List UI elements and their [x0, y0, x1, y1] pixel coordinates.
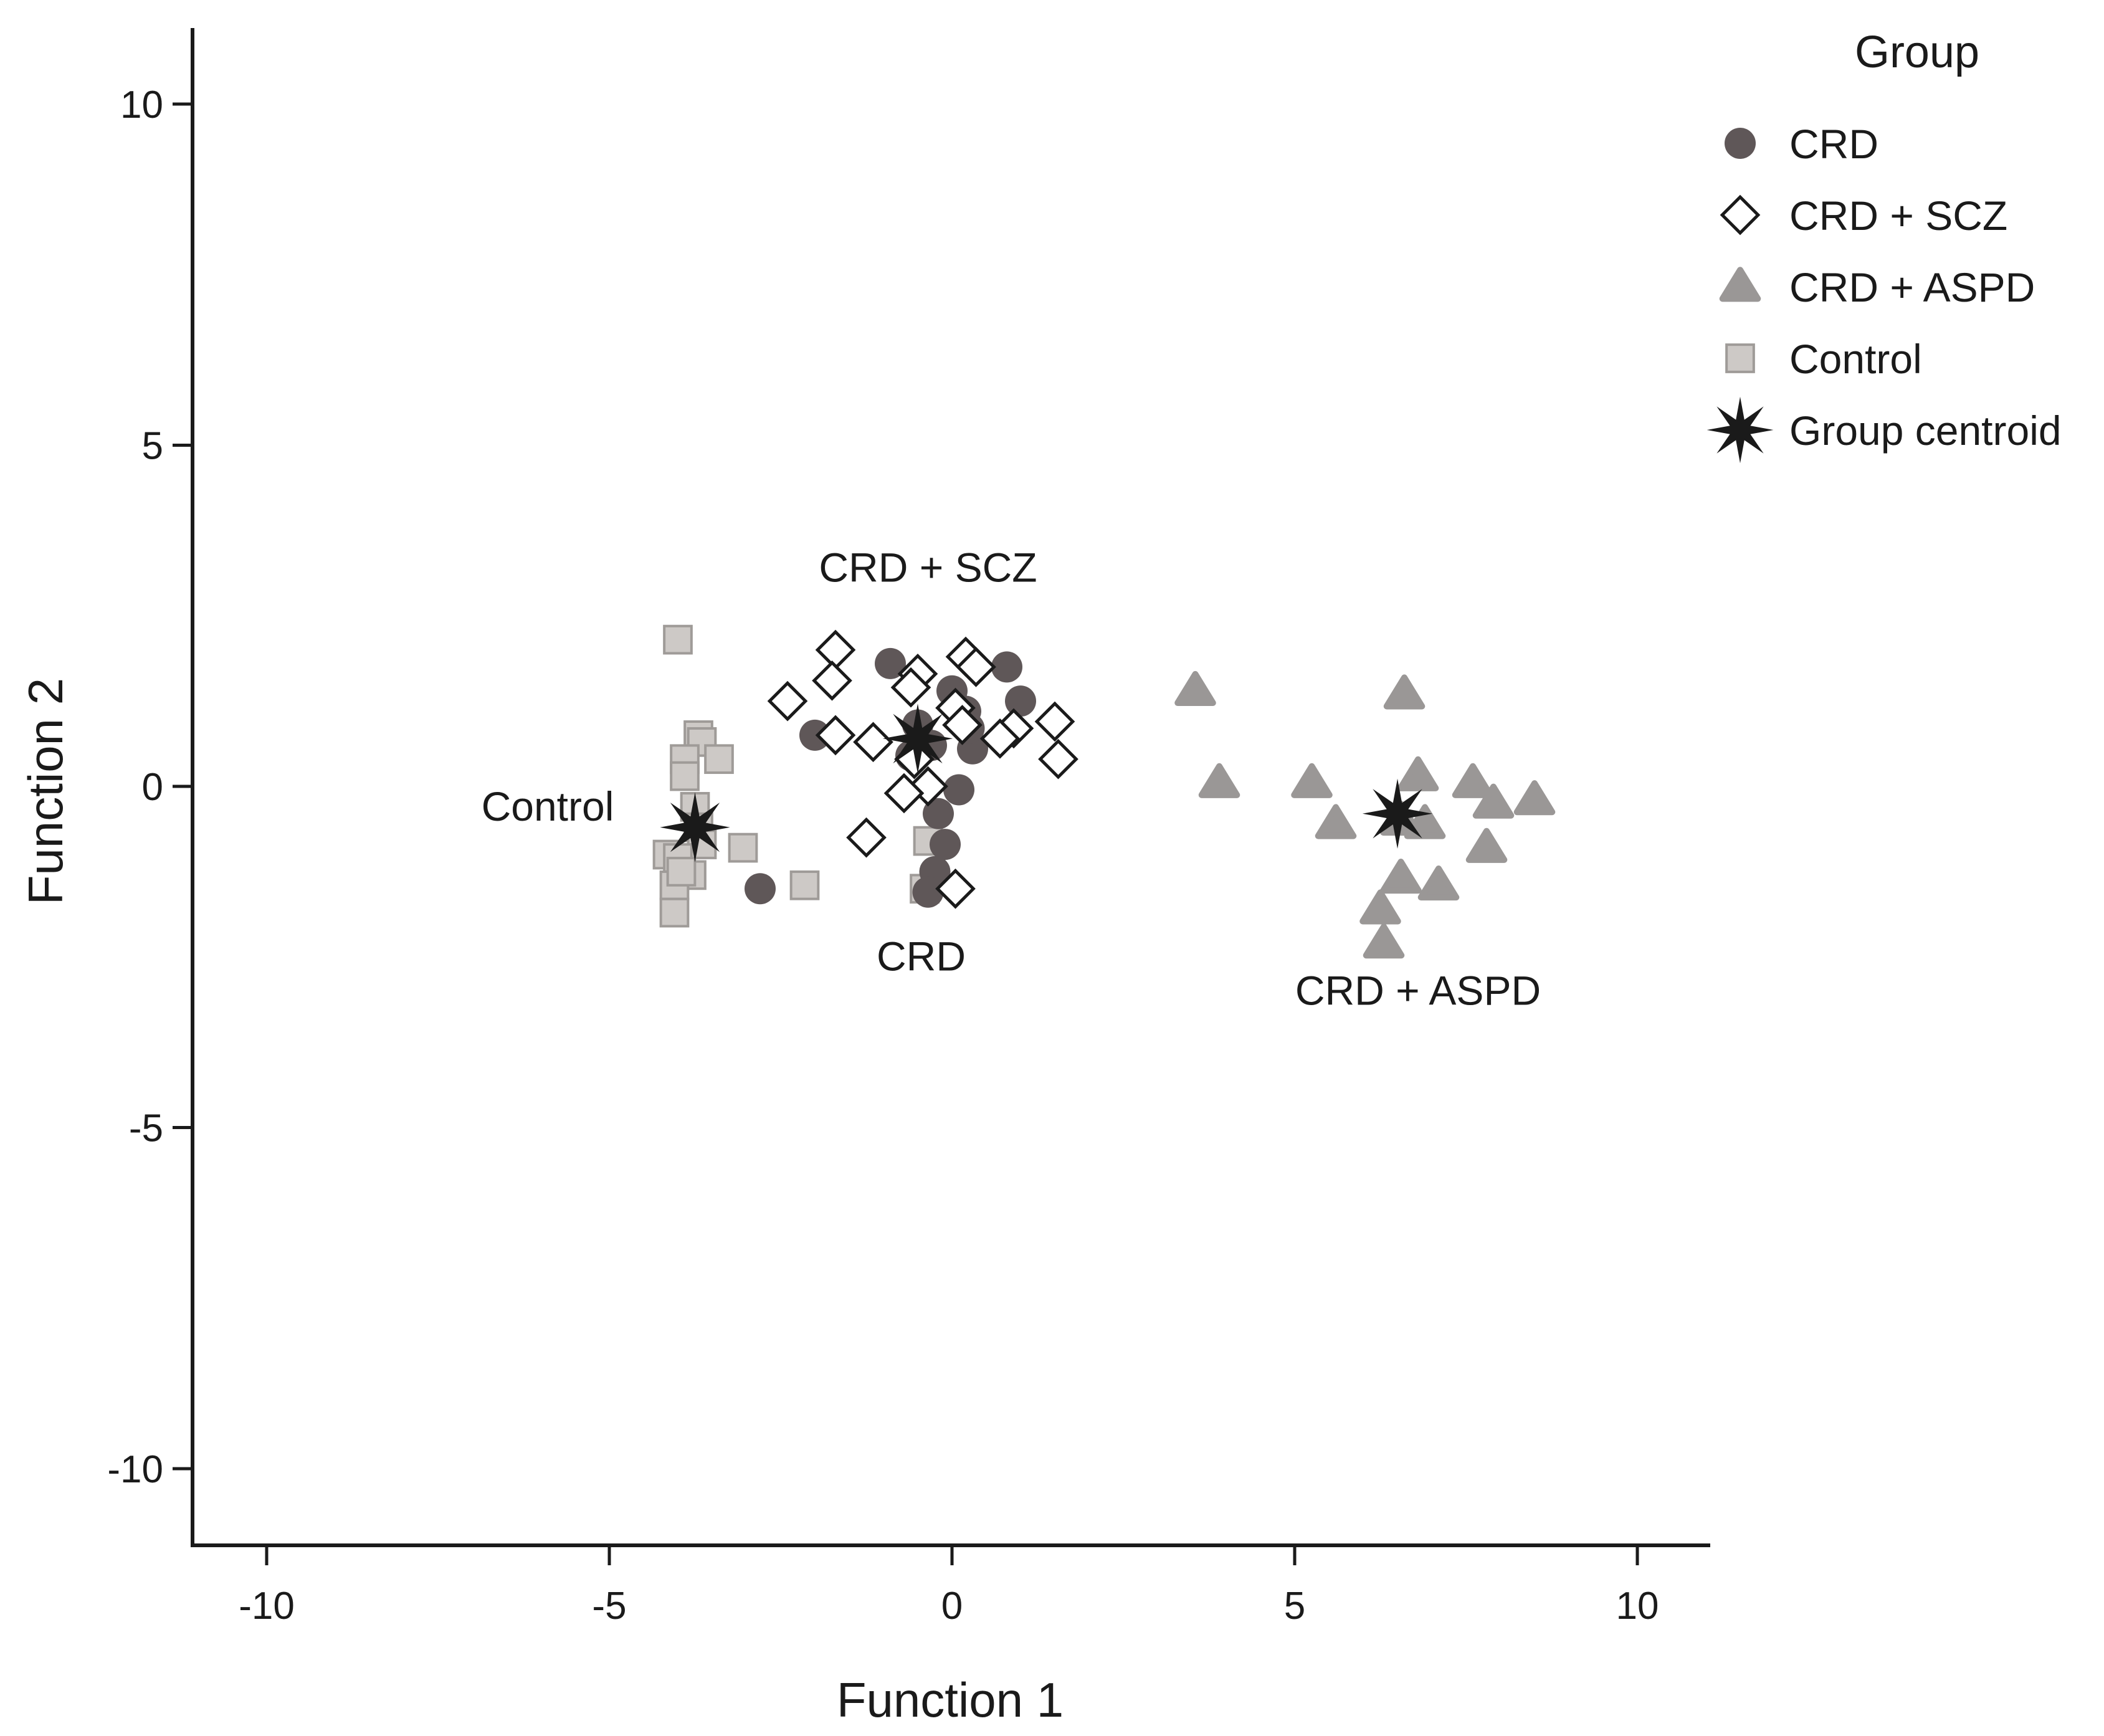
point-crd-scz: [883, 773, 925, 814]
point-crd: [799, 719, 831, 751]
legend-label: CRD: [1789, 121, 1878, 167]
point-control: [789, 870, 820, 900]
centroid-star-shape: [882, 703, 953, 774]
point-crd: [912, 876, 944, 908]
y-axis-title: Function 2: [18, 678, 73, 905]
point-crd-scz: [767, 680, 808, 722]
point-crd-aspd: [1291, 763, 1333, 798]
legend-label: CRD + SCZ: [1789, 193, 2007, 239]
series-crd-scz: [767, 629, 1078, 909]
point-crd-aspd: [1397, 756, 1439, 791]
point-crd-scz: [979, 718, 1021, 759]
legend-item-crd: CRD: [1725, 121, 1878, 167]
point-crd: [745, 873, 776, 905]
point-crd-scz: [935, 868, 976, 909]
x-tick-label: 0: [941, 1585, 963, 1628]
annotation-control: Control: [482, 783, 614, 829]
point-crd-aspd: [1452, 763, 1494, 798]
point-crd-scz: [942, 705, 983, 745]
annotation-crd-scz: CRD + SCZ: [819, 545, 1037, 591]
point-crd-scz: [815, 715, 856, 756]
y-tick-label: 5: [142, 425, 163, 468]
point-crd-scz: [1034, 701, 1075, 742]
point-control: [666, 857, 697, 887]
point-crd-aspd: [1380, 859, 1422, 894]
point-crd: [923, 798, 954, 829]
point-crd-aspd: [1315, 804, 1357, 839]
point-control: [704, 744, 734, 775]
point-crd-aspd: [1198, 763, 1240, 798]
annotation-crd: CRD: [877, 933, 966, 980]
point-crd-scz: [846, 817, 887, 858]
x-tick-label: 5: [1284, 1585, 1305, 1628]
point-crd: [1005, 685, 1036, 717]
point-crd-aspd: [1417, 865, 1460, 901]
point-group-centroid: [660, 792, 730, 862]
point-control: [659, 897, 690, 928]
legend-label: Control: [1789, 336, 1922, 382]
legend-item-control: Control: [1725, 336, 1922, 382]
point-crd-aspd: [1359, 889, 1401, 925]
point-crd-aspd: [1513, 780, 1556, 816]
point-crd-scz: [812, 660, 852, 701]
y-tick-label: 10: [120, 83, 163, 126]
point-crd: [930, 829, 961, 861]
point-crd-scz: [890, 667, 931, 708]
point-crd-aspd: [1363, 923, 1405, 959]
point-crd: [875, 647, 906, 679]
point-crd-scz: [1038, 738, 1078, 780]
legend-label: CRD + ASPD: [1789, 264, 2035, 310]
group-annotations: CRD + SCZ Control CRD CRD + ASPD: [482, 545, 1541, 1014]
x-axis-title: Function 1: [837, 1672, 1064, 1727]
point-crd-aspd: [1404, 804, 1446, 839]
legend-item-crd-aspd: CRD + ASPD: [1719, 264, 2035, 310]
legend-marker-crd-aspd: [1719, 267, 1761, 302]
centroid-star-shape: [1362, 778, 1433, 849]
annotation-crd-aspd: CRD + ASPD: [1295, 967, 1541, 1013]
y-tick-label: 0: [142, 766, 163, 809]
y-ticks: 10 5 0 -5 -10: [107, 83, 193, 1491]
point-control: [728, 832, 758, 863]
point-crd: [991, 651, 1022, 683]
legend: Group CRD CRD + SCZ CRD + ASPD Control Group…: [1707, 27, 2062, 464]
x-tick-label: -5: [592, 1585, 626, 1628]
point-crd-scz: [853, 722, 893, 763]
point-control: [670, 761, 700, 791]
y-tick-label: -10: [107, 1448, 163, 1491]
x-tick-label: 10: [1616, 1585, 1659, 1628]
legend-title: Group: [1855, 27, 1979, 77]
x-tick-label: -10: [239, 1585, 295, 1628]
legend-marker-control: [1725, 343, 1755, 373]
legend-items: CRD CRD + SCZ CRD + ASPD Control Group centr…: [1707, 121, 2062, 464]
series-group-centroid: [660, 703, 1433, 862]
point-group-centroid: [1362, 778, 1433, 849]
legend-item-crd-scz: CRD + SCZ: [1720, 193, 2007, 239]
point-crd-aspd: [1383, 674, 1426, 710]
point-crd-aspd: [1472, 783, 1515, 819]
x-ticks: -10 -5 0 5 10: [239, 1545, 1659, 1628]
y-tick-label: -5: [129, 1107, 163, 1150]
point-control: [663, 624, 693, 655]
point-crd-aspd: [1174, 670, 1216, 707]
centroid-star-shape: [660, 792, 730, 862]
legend-item-group-centroid: Group centroid: [1707, 396, 2062, 464]
centroid-star-shape: [1707, 396, 1774, 464]
point-crd: [943, 774, 974, 806]
point-crd-scz: [956, 647, 996, 687]
point-crd-aspd: [1465, 827, 1508, 863]
legend-marker-crd-scz: [1720, 194, 1761, 236]
legend-label: Group centroid: [1789, 408, 2062, 454]
legend-marker-crd: [1725, 128, 1756, 159]
legend-marker-group-centroid: [1707, 396, 1774, 464]
point-group-centroid: [882, 703, 953, 774]
data-points: [652, 624, 1556, 959]
series-crd-aspd: [1174, 670, 1556, 959]
